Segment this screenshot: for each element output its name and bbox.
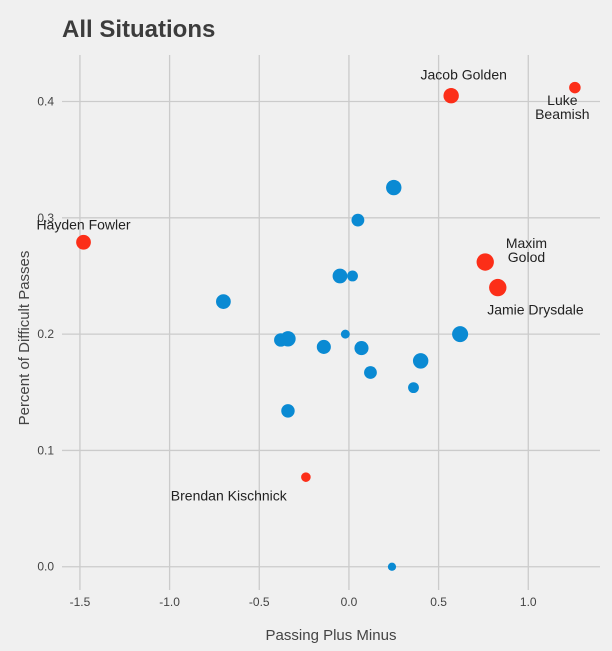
data-point xyxy=(340,329,350,339)
y-tick-label: 0.3 xyxy=(37,211,54,225)
x-axis-label: Passing Plus Minus xyxy=(266,627,397,644)
data-point xyxy=(354,341,369,356)
chart-title: All Situations xyxy=(62,16,215,43)
highlighted-point xyxy=(476,253,494,271)
point-annotation: Beamish xyxy=(535,106,589,122)
data-point xyxy=(364,366,377,379)
data-point xyxy=(216,294,231,309)
point-annotation: Luke xyxy=(547,92,578,108)
x-tick-label: 0.5 xyxy=(430,595,447,609)
data-point xyxy=(412,353,429,369)
point-annotation: Hayden Fowler xyxy=(36,216,130,232)
grid xyxy=(62,55,600,590)
highlighted-point xyxy=(569,81,581,94)
point-annotation: Maxim xyxy=(506,235,547,251)
x-tick-label: -0.5 xyxy=(249,595,270,609)
highlighted-point xyxy=(489,278,507,297)
y-tick-label: 0.0 xyxy=(37,560,54,574)
point-annotation: Golod xyxy=(508,249,545,265)
data-point xyxy=(281,404,295,418)
point-annotation: Jacob Golden xyxy=(421,66,507,82)
y-tick-label: 0.4 xyxy=(37,95,54,109)
data-point xyxy=(280,331,296,347)
x-tick-label: 0.0 xyxy=(341,595,358,609)
x-tick-label: -1.0 xyxy=(159,595,180,609)
highlighted-point xyxy=(76,234,91,250)
data-point xyxy=(332,268,348,284)
data-point xyxy=(387,562,397,571)
x-tick-label: -1.5 xyxy=(70,595,91,609)
data-point xyxy=(408,382,419,394)
data-point xyxy=(316,339,331,354)
y-tick-label: 0.2 xyxy=(37,327,54,341)
highlighted-point xyxy=(301,472,311,482)
data-point xyxy=(386,179,402,196)
point-annotation: Jamie Drysdale xyxy=(487,301,584,317)
point-annotation: Brendan Kischnick xyxy=(171,487,288,503)
data-point xyxy=(347,270,358,282)
highlighted-point xyxy=(443,88,459,104)
tick-labels: -1.5 -1.0 -0.5 0.0 0.5 1.0 0.0 0.1 0.2 0.3 0.4 xyxy=(37,95,537,609)
y-axis-label: Percent of Difficult Passes xyxy=(16,251,33,426)
data-points xyxy=(76,81,581,571)
data-point xyxy=(351,213,365,227)
x-tick-label: 1.0 xyxy=(520,595,537,609)
data-point xyxy=(452,326,469,343)
y-tick-label: 0.1 xyxy=(37,443,54,457)
